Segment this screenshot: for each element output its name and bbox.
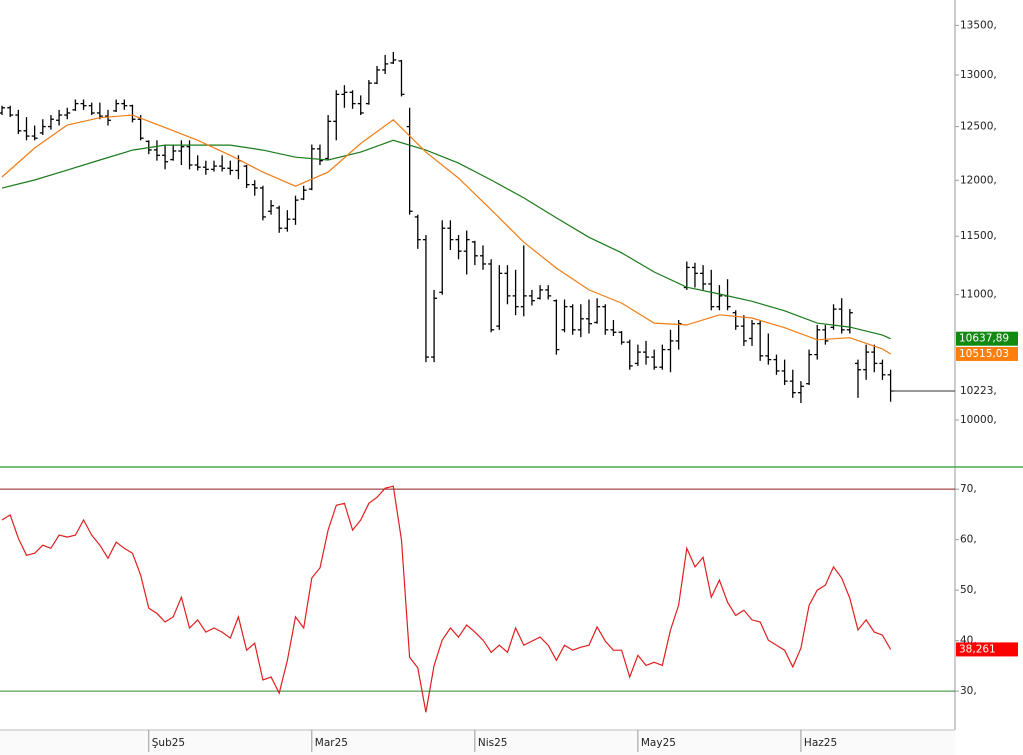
y-tick-label: 30, <box>960 685 977 697</box>
y-tick-label: 60, <box>960 534 977 546</box>
time-axis-band <box>0 731 955 755</box>
y-tick-label: 11000, <box>960 289 997 301</box>
y-tick-label: 11500, <box>960 230 997 242</box>
y-tick-label: 13000, <box>960 69 997 81</box>
y-tick-label: 50, <box>960 584 977 596</box>
y-tick-label: 70, <box>960 483 977 495</box>
last-value-box <box>956 642 1018 657</box>
x-tick-label: Mar25 <box>315 737 348 749</box>
x-tick-label: Nis25 <box>478 737 508 749</box>
last-value-label: 10515,03 <box>959 348 1009 360</box>
last-value-box <box>956 331 1018 346</box>
y-tick-label: 13500, <box>960 19 997 31</box>
y-tick-label: 10000, <box>960 414 997 426</box>
x-tick-label: Şub25 <box>152 737 185 749</box>
moving-average <box>1 139 891 340</box>
moving-average <box>1 114 891 355</box>
last-value-label: 38,261 <box>959 643 996 655</box>
last-value-box <box>956 346 1018 361</box>
last-value-label: 10637,89 <box>959 333 1009 345</box>
y-tick-label: 12000, <box>960 174 997 186</box>
x-tick-label: May25 <box>641 737 676 749</box>
x-tick-label: Haz25 <box>804 737 837 749</box>
rsi-line <box>1 485 892 713</box>
y-tick-label: 12500, <box>960 121 997 133</box>
last-close-label: 10223, <box>960 385 997 397</box>
